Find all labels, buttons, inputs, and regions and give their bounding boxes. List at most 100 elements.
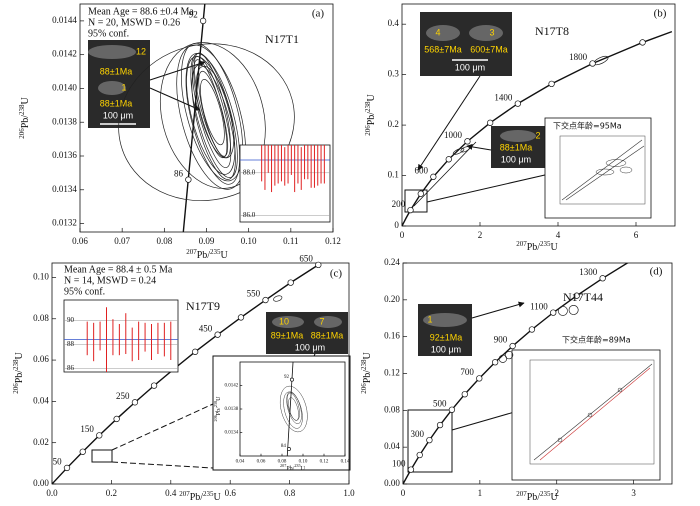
error-ellipse (198, 70, 229, 157)
isotope-symbol: U (551, 492, 559, 503)
age-marker (199, 17, 207, 25)
age-marker (514, 100, 521, 107)
isotope-symbol: U (362, 351, 373, 359)
x-tick-label: 0.06 (257, 460, 266, 465)
age-label: 650 (299, 254, 313, 264)
mean-inset-tick-label: 90 (67, 316, 75, 324)
x-tick-label: 0.09 (199, 236, 215, 246)
age-marker (131, 399, 139, 406)
age-marker (185, 176, 192, 183)
isotope-symbol: U (216, 396, 222, 401)
error-ellipse (557, 305, 568, 316)
age-label: 1100 (530, 301, 548, 311)
age-label: 150 (80, 424, 94, 434)
isotope-mass: 235 (294, 463, 300, 468)
y-tick-label: 0.06 (33, 354, 49, 364)
x-tick-label: 0.12 (325, 236, 341, 246)
isotope-symbol: Pb/ (286, 466, 294, 472)
plot-frame (401, 3, 676, 227)
y-tick-label: 0.08 (33, 313, 49, 323)
age-marker (550, 309, 557, 316)
age-marker (509, 342, 516, 350)
arrow (149, 87, 201, 111)
x-tick-label: 0.10 (299, 460, 308, 465)
inset-marker (587, 412, 593, 418)
age-label: 300 (411, 429, 425, 439)
sample-name: N17T8 (535, 24, 569, 38)
isotope-mass: 235 (203, 490, 214, 498)
image-frame (418, 304, 472, 356)
discordia (413, 141, 477, 207)
age-label: 1800 (569, 52, 588, 62)
isotope-mass: 235 (540, 490, 551, 498)
isotope-mass: 235 (210, 248, 221, 256)
isotope-mass: 238 (18, 104, 26, 115)
y-tick-label: 0.0138 (225, 407, 239, 412)
grain-age: 88±1Ma (311, 330, 343, 340)
isotope-mass: 207 (516, 490, 527, 498)
x-tick-label: 2 (554, 488, 559, 498)
error-ellipse (498, 354, 508, 363)
isotope-symbol: Pb/ (362, 370, 373, 384)
panel-label: (a) (312, 8, 325, 20)
inset-ellipse (595, 168, 615, 176)
spot-number: 7 (319, 316, 324, 326)
x-tick-label: 6 (634, 230, 639, 240)
y-tick-label: 0.0134 (225, 431, 239, 436)
isotope-symbol: Pb/ (190, 492, 204, 503)
grain (314, 316, 342, 328)
error-ellipse (200, 79, 225, 146)
age-marker (436, 421, 444, 429)
inset-ellipse (605, 159, 627, 167)
x-axis-label: 207Pb/235U (280, 463, 306, 472)
isotope-mass: 207 (516, 240, 527, 248)
inset-marker (617, 387, 623, 393)
mean-inset-tick-label: 88.0 (243, 168, 256, 176)
age-marker (573, 292, 580, 299)
isotope-mass: 238 (364, 101, 372, 112)
age-marker (448, 406, 456, 413)
zircon-image: 1 92±1Ma 100 μm (418, 304, 472, 356)
isotope-mass: 206 (12, 383, 20, 394)
age-label: 700 (460, 367, 474, 377)
age-marker (461, 391, 468, 398)
arrow (417, 75, 481, 171)
x-tick-label: 0.08 (156, 236, 172, 246)
zircon-image: 10 89±1Ma 7 88±1Ma 100 μm (266, 312, 348, 354)
spot-number: 3 (489, 27, 494, 37)
isotope-symbol: Pb/ (527, 242, 541, 253)
age-marker (287, 279, 294, 286)
arrow (426, 170, 559, 203)
grain (500, 130, 536, 142)
error-ellipse (159, 42, 266, 189)
grain (272, 316, 304, 328)
age-label: 92 (189, 10, 198, 20)
panel-label: (b) (654, 8, 667, 20)
x-tick-label: 0.12 (320, 460, 329, 465)
age-marker (528, 326, 536, 333)
grain (426, 25, 460, 41)
plot-frame (51, 262, 350, 485)
y-axis-label: 206Pb/238U (360, 351, 374, 393)
y-tick-label: 0.04 (33, 395, 49, 405)
age-marker (599, 275, 606, 282)
mean-inset-tick-label: 88 (67, 340, 75, 348)
isotope-symbol: U (301, 466, 306, 472)
isotope-mass: 238 (360, 359, 368, 370)
age-label: 100 (392, 458, 406, 468)
x-axis-label: 207Pb/235U (516, 240, 558, 254)
plot-area (279, 362, 308, 456)
error-ellipse (452, 147, 465, 155)
spot-number: 12 (136, 46, 146, 56)
spot-number: 10 (279, 316, 289, 326)
error-ellipse (176, 44, 246, 190)
y-axis-label: 206Pb/238U (18, 96, 32, 138)
x-tick-label: 0 (401, 488, 406, 498)
isotope-mass: 206 (360, 383, 368, 394)
age-label: 600 (414, 165, 428, 175)
inset-marker (557, 437, 563, 443)
y-tick-label: 0.00 (33, 478, 49, 488)
age-marker (589, 60, 596, 67)
x-tick-label: 1 (478, 488, 483, 498)
